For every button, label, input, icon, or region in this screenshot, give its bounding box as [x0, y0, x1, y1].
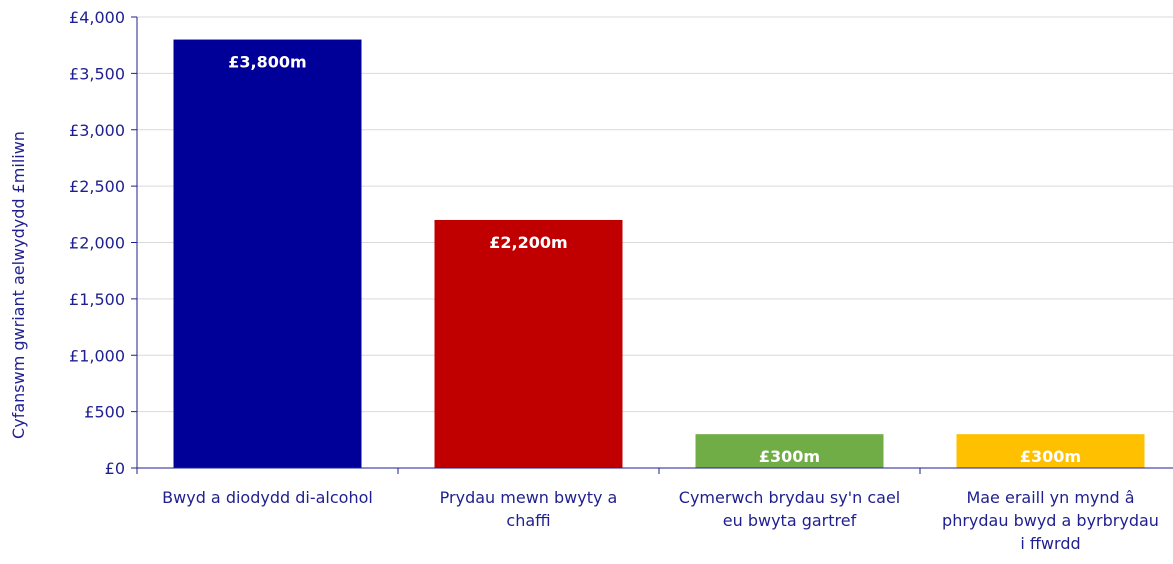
y-tick-label: £3,000	[69, 121, 125, 140]
data-labels: £3,800m £2,200m £300m £300m	[228, 53, 1081, 467]
y-tick-label: £2,500	[69, 177, 125, 196]
data-label: £2,200m	[489, 233, 567, 252]
data-label: £3,800m	[228, 53, 306, 72]
y-tick-label: £0	[105, 459, 125, 478]
category-label: Bwyd a diodydd di-alcohol	[162, 488, 373, 507]
bar	[173, 39, 362, 469]
y-tick-label: £500	[84, 403, 125, 422]
y-tick-labels: £0 £500 £1,000 £1,500 £2,000 £2,500 £3,000 £3,5…	[69, 8, 125, 478]
y-axis-label: Cyfanswm gwriant aelwydydd £miliwn	[9, 131, 28, 439]
category-label: Mae eraill yn mynd â phrydau bwyd a byrbr…	[942, 488, 1159, 553]
y-tick-label: £3,500	[69, 64, 125, 83]
data-label: £300m	[759, 447, 820, 466]
category-label: Cymerwch brydau sy'n cael eu bwyta gartre…	[679, 488, 900, 530]
y-tick-label: £2,000	[69, 234, 125, 253]
axes	[131, 16, 1173, 474]
bar	[956, 434, 1145, 468]
data-label: £300m	[1020, 447, 1081, 466]
y-tick-label: £1,500	[69, 290, 125, 309]
category-label: Prydau mewn bwyty a chaffi	[440, 488, 618, 530]
y-tick-label: £4,000	[69, 8, 125, 27]
y-tick-label: £1,000	[69, 346, 125, 365]
bar	[434, 219, 623, 468]
bar	[695, 434, 884, 468]
x-category-labels: Bwyd a diodydd di-alcohol Prydau mewn bwy…	[162, 488, 1159, 553]
bars	[173, 39, 1145, 469]
